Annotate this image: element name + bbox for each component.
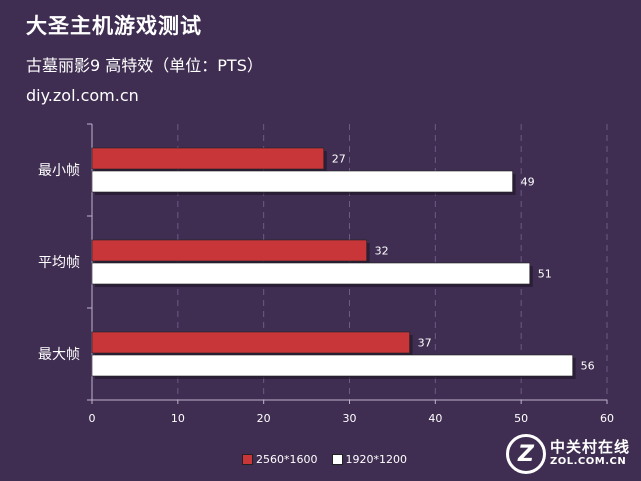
x-tick-label-6: 60 (600, 412, 614, 425)
data-label-s1-c0: 49 (521, 176, 535, 189)
legend-label-series-0: 2560*1600 (256, 453, 318, 466)
bar-s0-c1 (91, 239, 367, 262)
legend: 2560*1600 1920*1200 (242, 453, 407, 466)
bar-s1-c2 (91, 354, 573, 377)
bar-s1-c1 (91, 262, 531, 285)
data-label-s0-c1: 32 (375, 245, 389, 258)
y-category-label-2: 最大帧 (38, 347, 80, 363)
data-label-s0-c2: 37 (418, 337, 432, 350)
x-tick-label-0: 0 (89, 412, 96, 425)
data-label-s0-c0: 27 (332, 153, 346, 166)
legend-swatch-series-1 (331, 454, 343, 465)
legend-swatch-series-0 (242, 454, 253, 465)
zol-logo-mark: Z (506, 434, 546, 474)
x-tick-label-5: 50 (514, 412, 528, 425)
zol-logo: Z 中关村在线 ZOL.COM.CN (506, 434, 629, 474)
chart-source: diy.zol.com.cn (26, 86, 139, 105)
bar-s0-c0 (91, 147, 325, 170)
data-label-s1-c1: 51 (538, 268, 552, 281)
zol-logo-text-en: ZOL.COM.CN (550, 456, 627, 467)
x-tick-label-1: 10 (171, 412, 185, 425)
legend-item-series-1: 1920*1200 (331, 453, 408, 466)
chart-title: 大圣主机游戏测试 (26, 14, 202, 38)
legend-item-series-0: 2560*1600 (242, 453, 318, 466)
x-tick-label-4: 40 (428, 412, 442, 425)
bar-s0-c2 (91, 331, 410, 354)
y-category-label-0: 最小帧 (38, 163, 80, 179)
chart-subtitle: 古墓丽影9 高特效（单位：PTS） (26, 56, 263, 75)
x-tick-label-3: 30 (343, 412, 357, 425)
bar-s1-c0 (91, 170, 513, 193)
y-category-label-1: 平均帧 (38, 255, 80, 271)
zol-logo-text-cn: 中关村在线 (550, 438, 631, 456)
legend-label-series-1: 1920*1200 (345, 453, 408, 466)
data-label-s1-c2: 56 (581, 360, 595, 373)
x-tick-label-2: 20 (257, 412, 271, 425)
